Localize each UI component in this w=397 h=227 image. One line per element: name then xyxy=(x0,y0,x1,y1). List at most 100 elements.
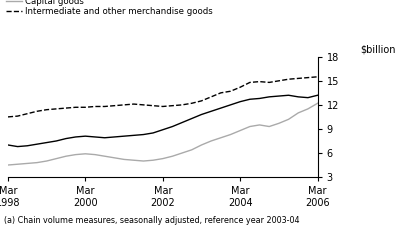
Consumption goods xyxy=(151,132,156,134)
Intermediate and other merchandise goods xyxy=(93,105,97,108)
Intermediate and other merchandise goods xyxy=(121,104,126,106)
Consumption goods xyxy=(112,136,117,138)
Intermediate and other merchandise goods xyxy=(170,104,175,107)
Line: Capital goods: Capital goods xyxy=(8,103,318,165)
Legend: Consumption goods, Capital goods, Intermediate and other merchandise goods: Consumption goods, Capital goods, Interm… xyxy=(6,0,213,16)
Consumption goods xyxy=(141,133,146,136)
Consumption goods xyxy=(277,95,281,97)
Capital goods xyxy=(35,161,39,164)
Capital goods xyxy=(306,108,310,110)
Intermediate and other merchandise goods xyxy=(189,102,194,105)
Intermediate and other merchandise goods xyxy=(286,78,291,81)
Intermediate and other merchandise goods xyxy=(141,104,146,106)
Capital goods xyxy=(121,158,126,161)
Capital goods xyxy=(199,144,204,146)
Intermediate and other merchandise goods xyxy=(238,86,243,89)
Consumption goods xyxy=(238,100,243,103)
Intermediate and other merchandise goods xyxy=(267,81,272,84)
Consumption goods xyxy=(15,145,20,148)
Intermediate and other merchandise goods xyxy=(160,105,165,108)
Intermediate and other merchandise goods xyxy=(54,108,59,110)
Consumption goods xyxy=(64,137,68,140)
Intermediate and other merchandise goods xyxy=(44,108,49,111)
Consumption goods xyxy=(83,135,88,138)
Consumption goods xyxy=(306,96,310,99)
Capital goods xyxy=(189,148,194,151)
Capital goods xyxy=(64,155,68,158)
Capital goods xyxy=(238,129,243,132)
Capital goods xyxy=(102,155,107,158)
Capital goods xyxy=(286,118,291,121)
Consumption goods xyxy=(189,117,194,120)
Consumption goods xyxy=(44,141,49,144)
Capital goods xyxy=(151,159,156,162)
Intermediate and other merchandise goods xyxy=(83,106,88,109)
Capital goods xyxy=(131,159,136,162)
Capital goods xyxy=(83,153,88,155)
Capital goods xyxy=(160,157,165,160)
Capital goods xyxy=(218,136,223,139)
Consumption goods xyxy=(296,96,301,98)
Intermediate and other merchandise goods xyxy=(277,79,281,82)
Intermediate and other merchandise goods xyxy=(228,90,233,93)
Consumption goods xyxy=(228,104,233,106)
Intermediate and other merchandise goods xyxy=(218,91,223,94)
Capital goods xyxy=(180,152,185,154)
Intermediate and other merchandise goods xyxy=(296,77,301,80)
Intermediate and other merchandise goods xyxy=(315,75,320,78)
Capital goods xyxy=(6,164,10,166)
Consumption goods xyxy=(170,125,175,128)
Text: $billion: $billion xyxy=(361,44,396,54)
Capital goods xyxy=(296,111,301,114)
Capital goods xyxy=(44,160,49,162)
Capital goods xyxy=(209,140,214,142)
Capital goods xyxy=(15,163,20,165)
Consumption goods xyxy=(267,96,272,98)
Text: (a) Chain volume measures, seasonally adjusted, reference year 2003-04: (a) Chain volume measures, seasonally ad… xyxy=(4,216,299,225)
Consumption goods xyxy=(121,135,126,138)
Capital goods xyxy=(277,122,281,125)
Intermediate and other merchandise goods xyxy=(151,104,156,107)
Intermediate and other merchandise goods xyxy=(257,80,262,83)
Capital goods xyxy=(228,133,233,136)
Consumption goods xyxy=(180,121,185,124)
Consumption goods xyxy=(6,144,10,146)
Intermediate and other merchandise goods xyxy=(25,112,30,115)
Intermediate and other merchandise goods xyxy=(112,104,117,107)
Capital goods xyxy=(247,125,252,128)
Intermediate and other merchandise goods xyxy=(247,81,252,84)
Consumption goods xyxy=(218,107,223,109)
Consumption goods xyxy=(25,144,30,147)
Consumption goods xyxy=(131,134,136,137)
Intermediate and other merchandise goods xyxy=(15,115,20,117)
Line: Intermediate and other merchandise goods: Intermediate and other merchandise goods xyxy=(8,77,318,117)
Consumption goods xyxy=(315,94,320,97)
Consumption goods xyxy=(160,128,165,131)
Capital goods xyxy=(257,123,262,126)
Intermediate and other merchandise goods xyxy=(73,106,78,109)
Capital goods xyxy=(73,153,78,156)
Intermediate and other merchandise goods xyxy=(306,76,310,79)
Capital goods xyxy=(141,160,146,162)
Consumption goods xyxy=(73,136,78,138)
Consumption goods xyxy=(54,140,59,142)
Intermediate and other merchandise goods xyxy=(64,107,68,109)
Consumption goods xyxy=(257,97,262,100)
Consumption goods xyxy=(35,143,39,146)
Capital goods xyxy=(93,153,97,156)
Capital goods xyxy=(25,162,30,165)
Intermediate and other merchandise goods xyxy=(35,110,39,113)
Intermediate and other merchandise goods xyxy=(102,105,107,108)
Intermediate and other merchandise goods xyxy=(131,103,136,105)
Consumption goods xyxy=(102,136,107,139)
Intermediate and other merchandise goods xyxy=(6,116,10,118)
Intermediate and other merchandise goods xyxy=(180,104,185,106)
Intermediate and other merchandise goods xyxy=(199,99,204,102)
Intermediate and other merchandise goods xyxy=(209,96,214,98)
Capital goods xyxy=(315,102,320,105)
Consumption goods xyxy=(93,136,97,138)
Capital goods xyxy=(267,125,272,128)
Capital goods xyxy=(54,157,59,160)
Line: Consumption goods: Consumption goods xyxy=(8,95,318,147)
Consumption goods xyxy=(199,113,204,116)
